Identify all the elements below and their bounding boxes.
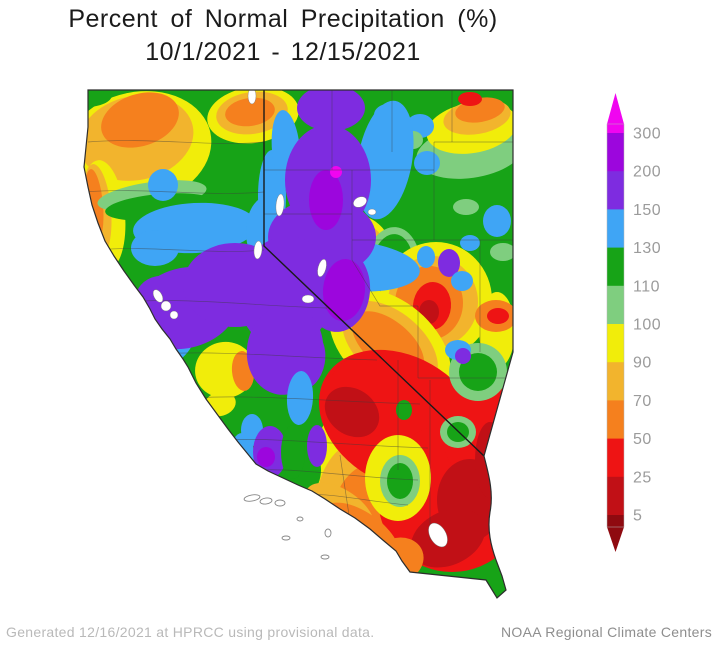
island [281, 535, 291, 541]
contour-blob [438, 249, 460, 277]
page-title: Percent of Normal Precipitation (%) [68, 5, 498, 33]
scale-tick-label: 110 [633, 278, 660, 295]
contour-blob [131, 230, 179, 266]
contour-blob [458, 92, 482, 106]
scale-band [607, 400, 624, 439]
contour-blob [483, 205, 511, 237]
lake [301, 294, 315, 304]
scale-band [607, 209, 624, 248]
contour-blob [138, 360, 162, 376]
contour-blob [309, 170, 343, 230]
county-line [97, 248, 265, 252]
island [324, 528, 332, 538]
contour-blob [356, 100, 414, 220]
generated-note: Generated 12/16/2021 at HPRCC using prov… [6, 624, 375, 640]
lake [367, 208, 377, 216]
scale-arrow-bottom [607, 527, 624, 552]
contour-blob [455, 348, 471, 364]
contour-blob [451, 271, 473, 291]
scale-tick-label: 130 [633, 240, 661, 257]
county-line [85, 190, 265, 194]
scale-band [607, 171, 624, 210]
scale-tick-label: 90 [633, 355, 652, 372]
scale-arrow-top [607, 93, 624, 124]
scale-tick-label: 300 [633, 126, 661, 143]
scale-tick-label: 150 [633, 202, 661, 219]
contour-blob [330, 166, 342, 178]
county-line [195, 396, 421, 405]
contour-blob [414, 151, 440, 175]
scale-frame [606, 123, 625, 528]
scale-band [607, 133, 624, 172]
scale-band [607, 324, 624, 363]
lake [275, 193, 285, 217]
county-line [127, 300, 328, 309]
scale-band [607, 247, 624, 287]
lake [247, 90, 257, 105]
contour-blob [84, 90, 112, 107]
county-line [87, 140, 265, 144]
contour-blob [490, 243, 513, 261]
map-title-block: Percent of Normal Precipitation (%) 10/1… [0, 5, 566, 67]
lake [253, 240, 263, 260]
contour-blob [459, 353, 497, 391]
lake [353, 196, 367, 208]
scale-band [607, 285, 624, 325]
contour-blob [307, 425, 327, 467]
scale-band [607, 362, 624, 401]
county-line [259, 469, 419, 481]
scale-band [607, 438, 624, 478]
page-subtitle: 10/1/2021 - 12/15/2021 [145, 38, 421, 66]
lake [317, 259, 327, 277]
lake [428, 522, 448, 548]
contour-blob [257, 447, 275, 467]
lake [152, 289, 164, 303]
county-line [224, 438, 429, 449]
island [243, 494, 261, 502]
contour-blob [286, 371, 314, 425]
scale-tick-label: 70 [633, 393, 652, 410]
scale-tick-label: 5 [633, 508, 642, 525]
contour-blob [225, 97, 275, 127]
scale-tick-label: 100 [633, 317, 661, 334]
lake [169, 310, 179, 320]
contour-blob [417, 246, 435, 268]
contour-blob [387, 463, 413, 499]
scale-band [607, 476, 624, 516]
scale-tick-label: 25 [633, 469, 652, 486]
contour-blob [297, 90, 365, 131]
island [320, 554, 330, 560]
scale-band [607, 515, 624, 527]
contour-blob [487, 308, 509, 324]
county-line [351, 259, 418, 307]
map-outline [83, 89, 514, 599]
contour-blob [322, 259, 366, 321]
contour-blob [324, 386, 380, 438]
scale-tick-label: 200 [633, 164, 661, 181]
contour-blob [453, 199, 479, 215]
color-scale: 300 200 150 130 110 100 90 70 50 25 5 [606, 93, 661, 552]
island [259, 497, 273, 505]
map-fill-layer [84, 90, 513, 598]
contour-blob [101, 92, 179, 148]
state-border-line [263, 90, 485, 457]
scale-band [607, 124, 624, 133]
county-line [159, 352, 378, 361]
contour-blob [148, 169, 178, 201]
contour-blob [410, 508, 486, 568]
scale-tick-label: 50 [633, 431, 652, 448]
lake [160, 300, 172, 312]
contour-blob [460, 235, 480, 251]
contour-blob [281, 425, 305, 479]
contour-blob [396, 400, 412, 420]
island [274, 499, 286, 507]
credit-note: NOAA Regional Climate Centers [500, 624, 712, 640]
island [296, 516, 304, 522]
